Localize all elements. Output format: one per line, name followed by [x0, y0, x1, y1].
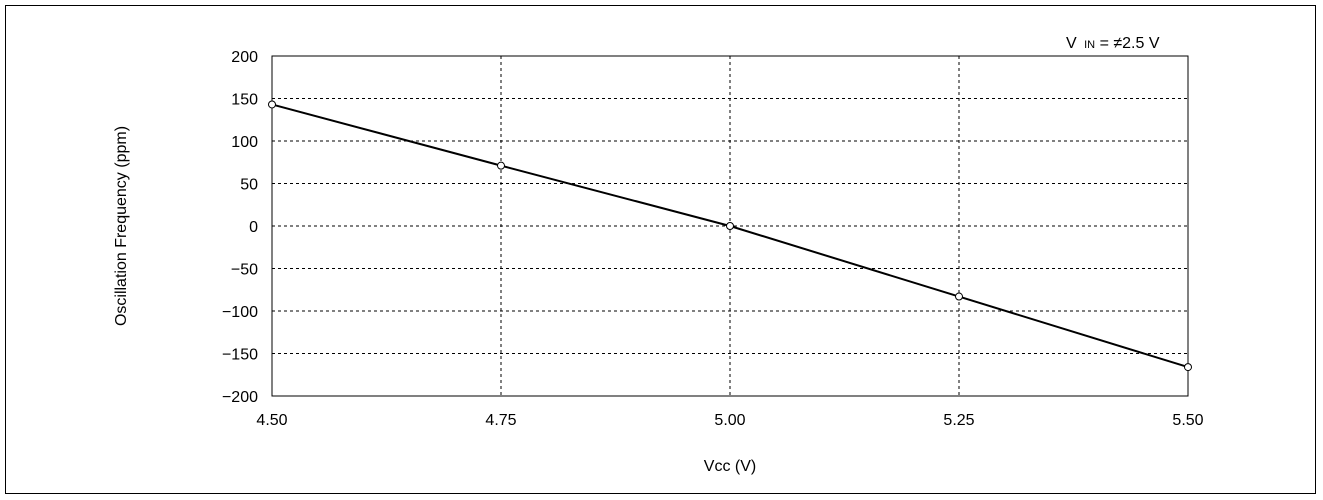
x-tick-label: 4.50	[256, 412, 287, 429]
x-tick-label: 5.50	[1172, 412, 1203, 429]
annotation-subscript: IN	[1084, 39, 1095, 51]
y-tick-label: −50	[231, 262, 258, 279]
y-axis-title: Oscillation Frequency (ppm)	[113, 126, 130, 326]
y-tick-label: 50	[240, 177, 258, 194]
series	[268, 100, 1192, 372]
plot-area	[271, 55, 1189, 397]
y-tick-label: −100	[222, 304, 258, 321]
annotation-prefix: V	[1066, 35, 1077, 52]
y-tick-label: 150	[231, 92, 258, 109]
x-tick-label: 4.75	[485, 412, 516, 429]
y-tick-label: 0	[249, 219, 258, 236]
y-tick-label: −150	[222, 347, 258, 364]
data-point	[726, 222, 734, 230]
condition-annotation: V IN = ≠2.5 V	[1066, 35, 1160, 52]
data-point	[268, 100, 276, 109]
x-axis-title: Vcc (V)	[704, 458, 756, 475]
figure-frame: 200 150 100 50 0 −50 −100 −150 −200 4.50 4.75 5.00 5…	[5, 5, 1316, 494]
y-tick-label: −200	[222, 389, 258, 406]
data-point	[1184, 363, 1192, 372]
tick-labels: 200 150 100 50 0 −50 −100 −150 −200 4.50 4.75 5.00 5…	[222, 49, 1204, 429]
chart: 200 150 100 50 0 −50 −100 −150 −200 4.50 4.75 5.00 5…	[113, 35, 1204, 475]
annotation-suffix: = ≠2.5 V	[1100, 35, 1160, 52]
data-point	[497, 161, 505, 170]
x-tick-label: 5.25	[943, 412, 974, 429]
y-tick-label: 200	[231, 49, 258, 66]
x-tick-label: 5.00	[714, 412, 745, 429]
grid-lines	[272, 56, 1188, 396]
y-tick-label: 100	[231, 134, 258, 151]
data-point	[955, 292, 963, 301]
